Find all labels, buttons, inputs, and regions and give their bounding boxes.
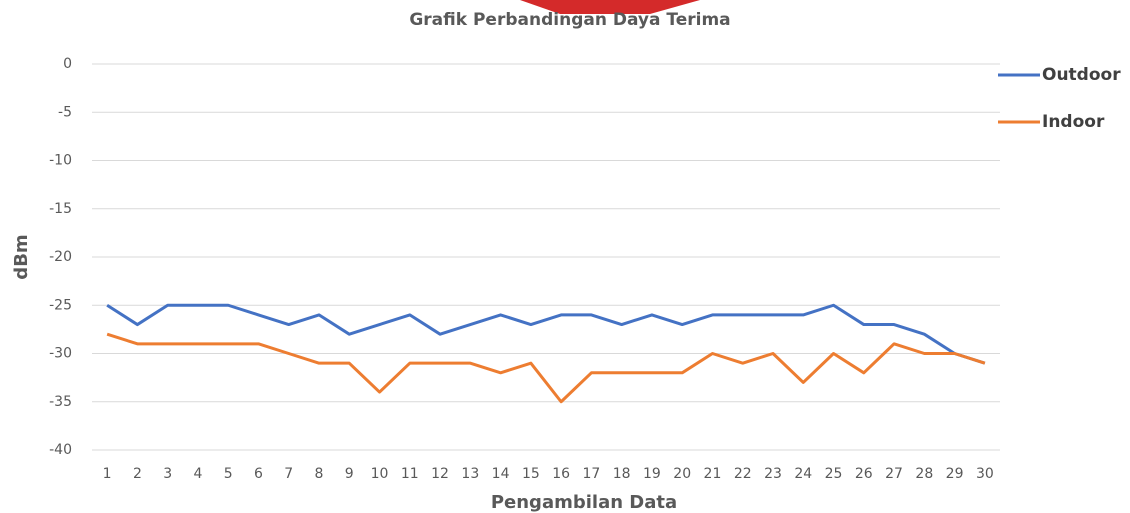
- x-tick-label: 30: [976, 466, 994, 482]
- line-series: [106, 303, 986, 365]
- x-tick-label: 25: [825, 466, 843, 482]
- x-tick-label: 8: [315, 466, 324, 482]
- x-tick-label: 26: [855, 466, 873, 482]
- x-tick-label: 27: [885, 466, 903, 482]
- x-tick-label: 24: [794, 466, 812, 482]
- x-tick-label: 7: [284, 466, 293, 482]
- x-tick-label: 17: [582, 466, 600, 482]
- x-tick-label: 9: [345, 466, 354, 482]
- decoration: [520, 0, 700, 14]
- x-tick-label: 11: [401, 466, 419, 482]
- x-tick-label: 19: [643, 466, 661, 482]
- x-tick-label: 29: [946, 466, 964, 482]
- y-axis-title: dBm: [11, 234, 32, 279]
- y-tick-label: -5: [58, 104, 72, 120]
- y-tick-label: -40: [49, 442, 72, 458]
- x-tick-label: 20: [673, 466, 691, 482]
- x-tick-label: 12: [431, 466, 449, 482]
- x-tick-label: 3: [163, 466, 172, 482]
- x-tick-label: 10: [371, 466, 389, 482]
- x-tick-label: 13: [461, 466, 479, 482]
- x-tick-label: 28: [915, 466, 933, 482]
- y-tick-label: -10: [49, 153, 72, 169]
- y-tick-label: -15: [49, 201, 72, 217]
- chart-title: Grafik Perbandingan Daya Terima: [409, 10, 730, 30]
- x-tick-label: 15: [522, 466, 540, 482]
- x-tick-label: 2: [133, 466, 142, 482]
- x-axis-title: Pengambilan Data: [491, 492, 677, 513]
- x-tick-label: 22: [734, 466, 752, 482]
- y-tick-label: -30: [49, 346, 72, 362]
- x-tick-label: 16: [552, 466, 570, 482]
- x-tick-label: 21: [704, 466, 722, 482]
- legend-label: Outdoor: [1042, 65, 1121, 85]
- x-tick-label: 18: [613, 466, 631, 482]
- line-series: [106, 332, 986, 404]
- x-tick-label: 14: [492, 466, 510, 482]
- x-tick-label: 6: [254, 466, 263, 482]
- y-tick-label: -35: [49, 394, 72, 410]
- x-tick-label: 4: [193, 466, 202, 482]
- legend-label: Indoor: [1042, 112, 1105, 132]
- x-tick-label: 23: [764, 466, 782, 482]
- x-tick-label: 5: [224, 466, 233, 482]
- y-tick-label: -25: [49, 297, 72, 313]
- y-tick-label: -20: [49, 249, 72, 265]
- y-tick-label: 0: [63, 56, 72, 72]
- x-tick-label: 1: [103, 466, 112, 482]
